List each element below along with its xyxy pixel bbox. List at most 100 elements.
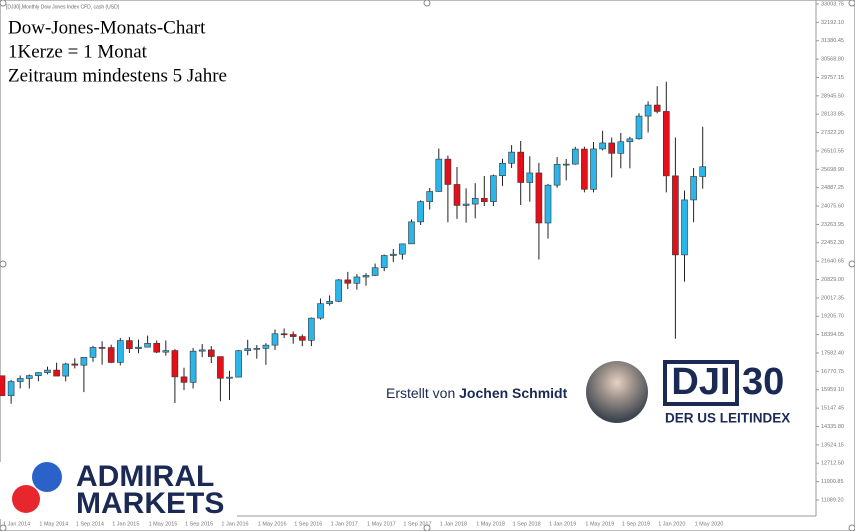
candle-body — [590, 148, 597, 190]
x-tick-label: 1 Jan 2014 — [3, 521, 30, 527]
candle-body — [235, 350, 242, 378]
y-tick-label: 33003.75 — [821, 1, 844, 7]
candle-body — [7, 381, 15, 396]
candle-body — [253, 348, 261, 350]
candle-body — [298, 336, 306, 341]
candle-body — [208, 349, 215, 357]
y-tick-label: 28133.85 — [821, 112, 844, 118]
candle-body — [635, 115, 643, 140]
candle-body — [380, 255, 388, 269]
y-tick-label: 18394.05 — [821, 332, 844, 338]
y-tick-label: 13524.15 — [821, 442, 844, 448]
logo-circle — [12, 485, 40, 513]
logo-text: MARKETS — [76, 487, 224, 520]
candle-body — [180, 376, 188, 383]
candle-body — [571, 148, 579, 165]
candle-body — [562, 163, 570, 166]
candle-body — [0, 375, 6, 396]
x-tick-label: 1 Jan 2017 — [331, 521, 358, 527]
candle-body — [144, 342, 151, 348]
x-tick-label: 1 Sep 2017 — [403, 521, 431, 527]
x-tick-label: 1 Jan 2020 — [658, 521, 685, 527]
candle-body — [80, 357, 88, 366]
y-tick-label: 17582.40 — [821, 350, 844, 356]
candle-body — [517, 151, 525, 183]
candle-body — [35, 372, 42, 376]
candle-body — [89, 347, 97, 358]
candle-body — [16, 378, 24, 382]
index-tagline: DER US LEITINDEX — [665, 411, 790, 426]
x-tick-label: 1 May 2015 — [149, 521, 178, 527]
candle-body — [326, 301, 333, 304]
y-tick-label: 27322.20 — [821, 130, 844, 136]
candle-body — [344, 279, 352, 284]
candle-body — [499, 162, 506, 177]
candle-body — [508, 151, 515, 164]
candle-body — [399, 243, 406, 255]
candle-body — [71, 363, 79, 366]
candle-body — [308, 317, 315, 341]
y-tick-label: 29757.15 — [821, 75, 844, 81]
candle-body — [362, 275, 370, 278]
y-tick-label: 31380.45 — [821, 38, 844, 44]
candle-body — [153, 342, 160, 353]
candles — [0, 81, 707, 404]
candle-body — [262, 344, 270, 349]
y-tick-label: 20017.35 — [821, 295, 844, 301]
y-tick-label: 11089.20 — [821, 497, 844, 503]
candle-body — [408, 221, 415, 245]
candle-body — [544, 184, 552, 224]
x-tick-label: 1 Jan 2019 — [549, 521, 576, 527]
candle-body — [480, 198, 488, 202]
y-tick-label: 21640.65 — [821, 259, 844, 265]
y-tick-label: 32192.10 — [821, 20, 844, 26]
index-box — [663, 360, 739, 406]
candle-body — [672, 175, 679, 256]
x-tick-label: 1 May 2017 — [367, 521, 396, 527]
candle-body — [581, 148, 588, 190]
index-number: 30 — [742, 361, 784, 403]
x-tick-label: 1 Jan 2018 — [440, 521, 467, 527]
logo-circle — [32, 462, 62, 492]
y-tick-label: 11900.85 — [821, 479, 844, 485]
candle-body — [135, 346, 142, 349]
x-tick-label: 1 May 2020 — [695, 521, 724, 527]
candle-body — [371, 267, 379, 276]
x-tick-label: 1 Jan 2016 — [221, 521, 248, 527]
author-name: Jochen Schmidt — [459, 385, 567, 401]
candle-body — [62, 363, 70, 377]
candle-body — [317, 303, 324, 319]
candle-body — [335, 279, 343, 302]
x-tick-label: 1 May 2018 — [476, 521, 505, 527]
x-tick-label: 1 Jan 2015 — [112, 521, 139, 527]
candle-body — [280, 333, 288, 336]
candle-body — [435, 158, 443, 192]
candle-body — [244, 348, 251, 351]
author-badge: Erstellt von Jochen Schmidt DJI 30 DER U… — [386, 360, 790, 426]
candle-body — [444, 158, 452, 185]
candle-body — [608, 142, 616, 154]
candle-body — [217, 356, 224, 379]
annotation: Zeitraum mindestens 5 Jahre — [8, 65, 227, 86]
symbol-info: [DJ30],Monthly Dow Jones Index CFD, cash… — [6, 4, 120, 10]
y-tick-label: 12712.50 — [821, 461, 844, 467]
candle-body — [471, 198, 479, 205]
candle-body — [644, 104, 652, 117]
chart-title: Dow-Jones-Monats-Chart — [8, 17, 206, 38]
candle-body — [226, 376, 233, 379]
y-tick-label: 19205.70 — [821, 314, 844, 320]
broker-logo: ADMIRAL MARKETS — [0, 460, 237, 520]
candle-body — [690, 176, 697, 201]
candle-body — [599, 142, 606, 150]
candle-body — [526, 172, 534, 183]
x-tick-label: 1 Sep 2016 — [294, 521, 322, 527]
candle-body — [126, 340, 133, 349]
candle-body — [117, 340, 124, 363]
logo-text: ADMIRAL — [76, 460, 214, 493]
y-tick-label: 14335.80 — [821, 424, 844, 430]
created-by-label: Erstellt von — [386, 385, 455, 401]
x-tick-label: 1 May 2019 — [585, 521, 614, 527]
